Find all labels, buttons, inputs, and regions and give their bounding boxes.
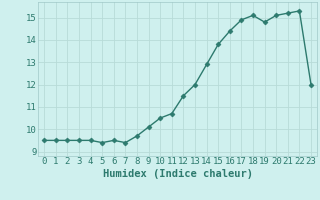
- X-axis label: Humidex (Indice chaleur): Humidex (Indice chaleur): [103, 169, 252, 179]
